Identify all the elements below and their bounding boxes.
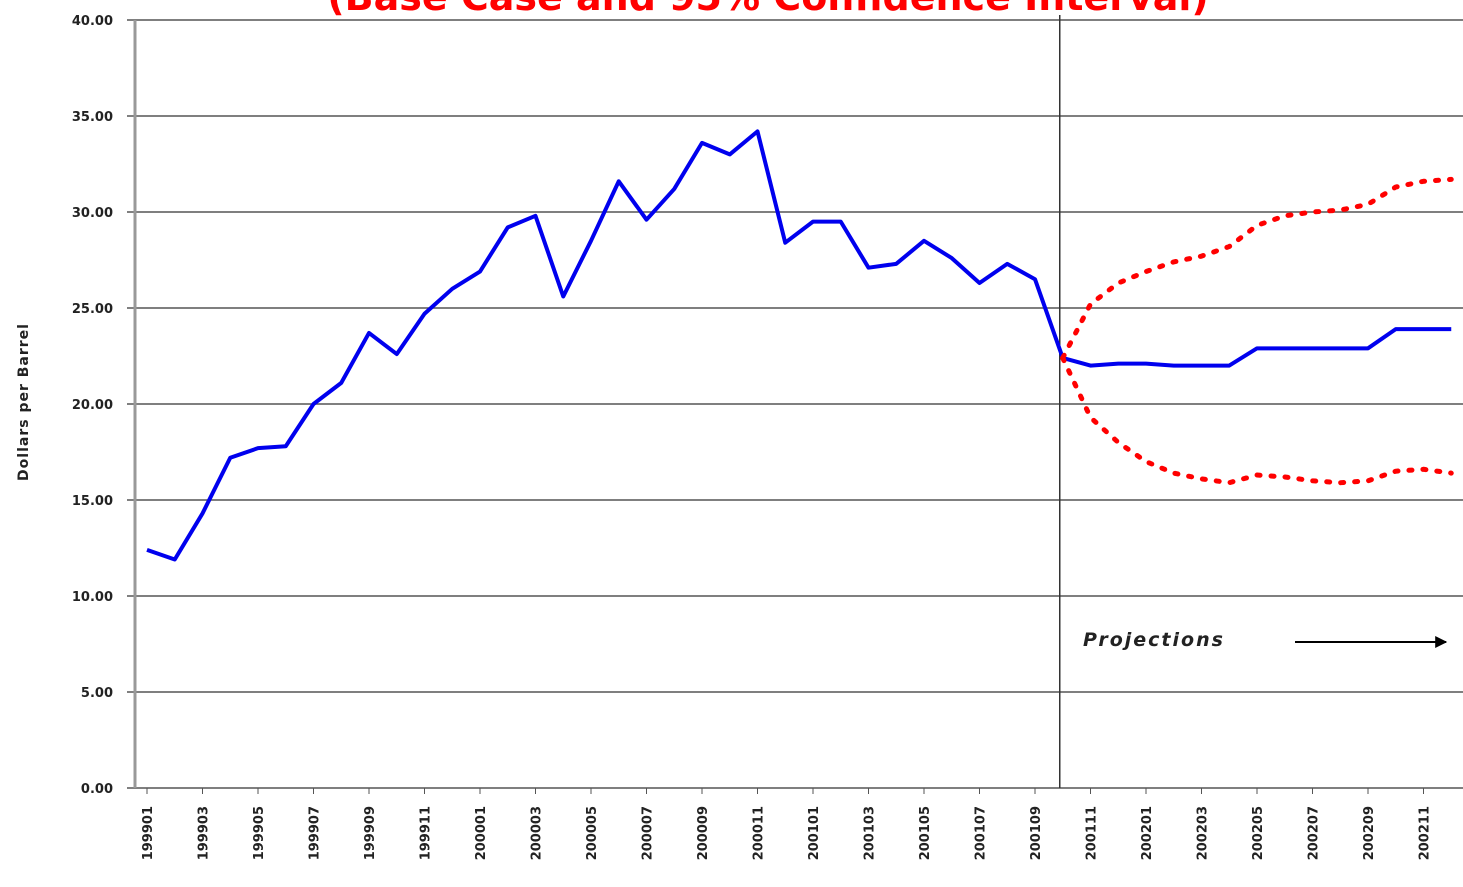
x-tick-label: 200107 xyxy=(974,806,989,860)
x-tick-label: 200203 xyxy=(1196,806,1211,860)
x-tick-label: 199901 xyxy=(141,806,156,860)
x-tick-label: 200103 xyxy=(863,806,878,860)
x-tick-label: 200005 xyxy=(585,806,600,860)
x-tick-label: 200205 xyxy=(1251,806,1266,860)
x-tick-label: 199911 xyxy=(419,806,434,860)
x-tick-label: 199907 xyxy=(308,806,323,860)
x-tick-label: 200011 xyxy=(752,806,767,860)
x-tick-label: 200111 xyxy=(1085,806,1100,860)
y-tick-label: 35.00 xyxy=(72,110,113,125)
x-tick-label: 199909 xyxy=(363,806,378,860)
series-line xyxy=(1060,176,1454,361)
y-tick-label: 30.00 xyxy=(72,206,113,221)
x-tick-label: 199903 xyxy=(197,806,212,860)
y-tick-label: 5.00 xyxy=(81,686,113,701)
y-tick-label: 15.00 xyxy=(72,494,113,509)
y-tick-label: 40.00 xyxy=(72,14,113,29)
y-tick-label: 20.00 xyxy=(72,398,113,413)
x-tick-label: 200007 xyxy=(641,806,656,860)
x-tick-label: 200109 xyxy=(1029,806,1044,860)
x-tick-label: 200101 xyxy=(807,806,822,860)
y-tick-label: 25.00 xyxy=(72,302,113,317)
x-tick-label: 200211 xyxy=(1418,806,1433,860)
x-tick-label: 200105 xyxy=(918,806,933,860)
x-tick-label: 200003 xyxy=(530,806,545,860)
y-tick-label: 0.00 xyxy=(81,782,113,797)
chart-title: (Base Case and 95% Confidence Interval) xyxy=(327,0,1209,19)
x-tick-label: 200001 xyxy=(474,806,489,860)
y-tick-label: 10.00 xyxy=(72,590,113,605)
y-axis-label: Dollars per Barrel xyxy=(16,323,32,481)
x-tick-label: 200201 xyxy=(1140,806,1155,860)
annotation: Projections xyxy=(1083,629,1225,651)
x-tick-label: 200209 xyxy=(1362,806,1377,860)
series-line xyxy=(146,129,1452,562)
x-tick-label: 200009 xyxy=(696,806,711,860)
x-tick-label: 200207 xyxy=(1307,806,1322,860)
series-line xyxy=(1060,355,1454,486)
x-tick-label: 199905 xyxy=(252,806,267,860)
